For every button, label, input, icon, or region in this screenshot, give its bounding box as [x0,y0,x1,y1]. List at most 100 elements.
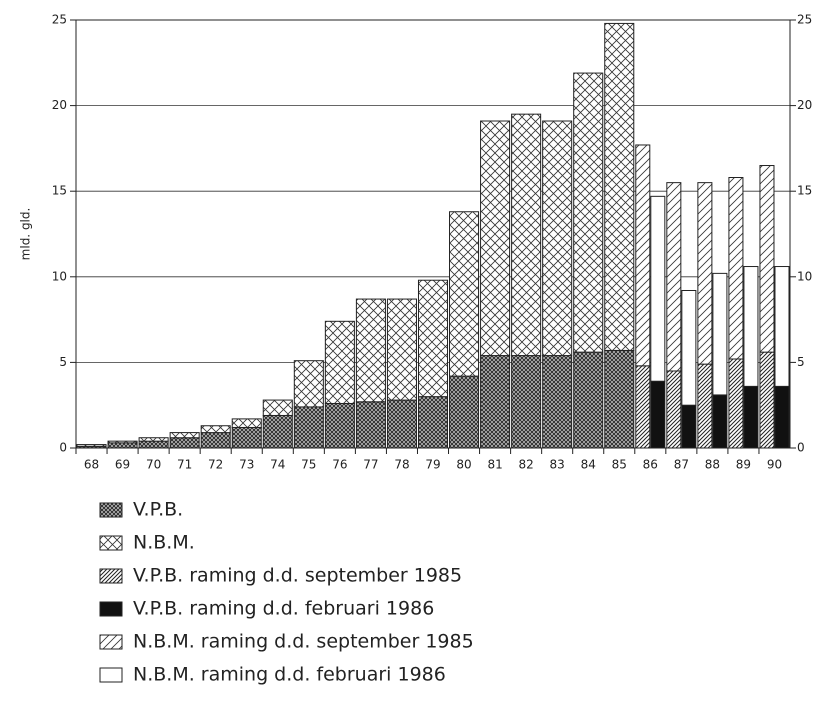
bar-segment [712,394,728,449]
bar-segment [681,404,697,449]
bar-segment [604,22,635,351]
bar-segment [573,72,604,353]
bar-segment [542,120,573,357]
bar-segment [743,266,759,387]
legend-swatch [99,568,123,584]
bar-segment [107,440,138,444]
bar-segment [542,355,573,449]
y-tick-label: 25 [52,13,67,27]
x-tick-label: 79 [425,458,440,472]
bar-segment [200,425,231,434]
y-tick-label: 5 [59,355,67,369]
bar-segment [138,440,169,449]
bar-segment [386,298,417,401]
legend-label: N.B.M. [133,532,195,554]
bar-segment [480,355,511,449]
bar-segment [355,401,386,449]
legend-label: V.P.B. raming d.d. februari 1986 [133,598,434,620]
bar-segment [604,349,635,449]
bar-segment [635,144,651,367]
legend-swatch [99,601,123,617]
bar-segment [635,365,651,449]
bar-segment [774,266,790,387]
x-tick-label: 78 [394,458,409,472]
legend-label: V.P.B. [133,499,183,521]
bar-segment [774,385,790,449]
x-tick-label: 86 [643,458,658,472]
x-tick-label: 88 [705,458,720,472]
bar-segment [759,165,775,353]
bar-segment [681,289,697,406]
x-tick-label: 75 [301,458,316,472]
bar-segment [138,437,169,442]
bar-segment [169,437,200,449]
bar-segment [449,375,480,449]
bar-segment [324,320,355,404]
y2-tick-label: 10 [797,269,812,283]
legend-label: N.B.M. raming d.d. februari 1986 [133,664,446,686]
x-tick-label: 73 [239,458,254,472]
x-tick-label: 72 [208,458,223,472]
legend-swatch [99,502,123,518]
y2-tick-label: 0 [797,441,805,455]
bar-segment [712,272,728,396]
bar-segment [573,351,604,449]
x-tick-label: 77 [363,458,378,472]
x-tick-label: 84 [581,458,596,472]
y-tick-label: 20 [52,98,67,112]
bar-segment [728,177,744,360]
bar-segment [324,402,355,449]
y-tick-label: 0 [59,441,67,455]
bar-segment [417,279,449,398]
x-tick-label: 83 [550,458,565,472]
x-tick-label: 69 [115,458,130,472]
bar-segment [262,414,293,449]
bar-segment [650,380,666,449]
x-tick-label: 89 [736,458,751,472]
x-tick-label: 71 [177,458,192,472]
bar-segment [728,358,744,449]
bar-segment [697,182,713,365]
y2-tick-label: 20 [797,98,812,112]
bar-segment [511,355,542,449]
x-tick-label: 68 [84,458,99,472]
bar-segment [666,370,682,449]
x-tick-label: 80 [456,458,471,472]
y2-tick-label: 15 [797,184,812,198]
y2-tick-label: 25 [797,13,812,27]
legend-swatch [99,667,123,683]
bar-segment [743,385,759,449]
bar-segment [449,211,480,377]
x-tick-label: 90 [767,458,782,472]
x-tick-label: 87 [674,458,689,472]
bar-segment [355,298,386,403]
bar-segment [76,444,107,447]
x-tick-label: 81 [487,458,502,472]
bar-segment [666,182,682,372]
bar-segment [697,363,713,449]
x-tick-label: 74 [270,458,285,472]
legend-swatch [99,535,123,551]
bar-segment [262,399,293,416]
x-tick-label: 76 [332,458,347,472]
y-axis-label: mld. gld. [19,208,33,261]
y2-tick-label: 5 [797,355,805,369]
bar-segment [480,120,511,357]
bar-segment [107,442,138,449]
bar-segment [417,396,449,449]
y-tick-label: 15 [52,184,67,198]
bar-segment [231,418,262,428]
bar-segment [759,351,775,449]
bar-segment [293,406,324,449]
bar-segment [511,113,542,357]
bar-segment [386,399,417,449]
x-tick-label: 82 [518,458,533,472]
y-tick-label: 10 [52,269,67,283]
bar-segment [293,360,324,408]
bar-segment [200,432,231,449]
bar-segment [650,195,666,382]
x-tick-label: 85 [612,458,627,472]
legend-label: V.P.B. raming d.d. september 1985 [133,565,462,587]
legend-label: N.B.M. raming d.d. september 1985 [133,631,474,653]
